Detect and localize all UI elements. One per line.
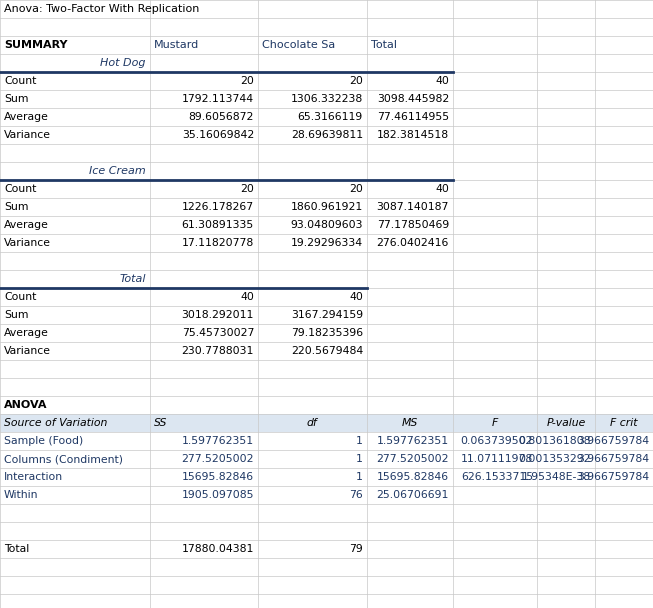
Text: 28.69639811: 28.69639811 (291, 130, 363, 140)
Text: 1860.961921: 1860.961921 (291, 202, 363, 212)
Text: Columns (Condiment): Columns (Condiment) (4, 454, 123, 464)
Text: 3087.140187: 3087.140187 (377, 202, 449, 212)
Text: 77.46114955: 77.46114955 (377, 112, 449, 122)
Text: 0.001353292: 0.001353292 (518, 454, 591, 464)
Text: Variance: Variance (4, 346, 51, 356)
Text: Hot Dog: Hot Dog (101, 58, 146, 68)
Text: 1905.097085: 1905.097085 (182, 490, 254, 500)
Text: F crit: F crit (611, 418, 638, 428)
Text: 40: 40 (435, 76, 449, 86)
Text: Variance: Variance (4, 238, 51, 248)
Text: 3018.292011: 3018.292011 (182, 310, 254, 320)
Text: 3.966759784: 3.966759784 (577, 472, 649, 482)
Text: 230.7788031: 230.7788031 (182, 346, 254, 356)
Text: 40: 40 (435, 184, 449, 194)
Text: Mustard: Mustard (154, 40, 199, 50)
Text: 3167.294159: 3167.294159 (291, 310, 363, 320)
Text: 19.29296334: 19.29296334 (291, 238, 363, 248)
Text: 77.17850469: 77.17850469 (377, 220, 449, 230)
Text: 20: 20 (349, 76, 363, 86)
Text: 1.597762351: 1.597762351 (182, 436, 254, 446)
Text: 65.3166119: 65.3166119 (298, 112, 363, 122)
Text: 277.5205002: 277.5205002 (377, 454, 449, 464)
Text: 93.04809603: 93.04809603 (291, 220, 363, 230)
Text: 17880.04381: 17880.04381 (182, 544, 254, 554)
Text: 1: 1 (356, 454, 363, 464)
Text: 75.45730027: 75.45730027 (182, 328, 254, 338)
Text: Sum: Sum (4, 202, 29, 212)
Text: SUMMARY: SUMMARY (4, 40, 67, 50)
Text: Within: Within (4, 490, 39, 500)
Text: 79: 79 (349, 544, 363, 554)
Text: 276.0402416: 276.0402416 (377, 238, 449, 248)
Text: 15695.82846: 15695.82846 (377, 472, 449, 482)
Text: 20: 20 (240, 76, 254, 86)
Text: 1: 1 (356, 472, 363, 482)
Text: 15695.82846: 15695.82846 (182, 472, 254, 482)
Text: P-value: P-value (547, 418, 586, 428)
Text: Total: Total (4, 544, 29, 554)
Text: Count: Count (4, 184, 37, 194)
Text: Anova: Two-Factor With Replication: Anova: Two-Factor With Replication (4, 4, 199, 14)
Text: 40: 40 (240, 292, 254, 302)
Text: Sum: Sum (4, 94, 29, 104)
Text: 1306.332238: 1306.332238 (291, 94, 363, 104)
Text: MS: MS (402, 418, 418, 428)
Text: Interaction: Interaction (4, 472, 63, 482)
Text: 1.597762351: 1.597762351 (377, 436, 449, 446)
Text: 626.1533715: 626.1533715 (461, 472, 533, 482)
Text: 25.06706691: 25.06706691 (377, 490, 449, 500)
Text: 0.801361808: 0.801361808 (518, 436, 591, 446)
Text: 182.3814518: 182.3814518 (377, 130, 449, 140)
Text: 20: 20 (240, 184, 254, 194)
Bar (0, 414, 653, 432)
Text: 1792.113744: 1792.113744 (182, 94, 254, 104)
Text: 61.30891335: 61.30891335 (182, 220, 254, 230)
Text: F: F (492, 418, 498, 428)
Text: 1: 1 (356, 436, 363, 446)
Text: Count: Count (4, 292, 37, 302)
Text: Source of Variation: Source of Variation (4, 418, 107, 428)
Text: 3098.445982: 3098.445982 (377, 94, 449, 104)
Text: 89.6056872: 89.6056872 (189, 112, 254, 122)
Text: Chocolate Sa: Chocolate Sa (262, 40, 335, 50)
Text: 3.966759784: 3.966759784 (577, 436, 649, 446)
Text: 79.18235396: 79.18235396 (291, 328, 363, 338)
Text: 277.5205002: 277.5205002 (182, 454, 254, 464)
Text: Variance: Variance (4, 130, 51, 140)
Text: 35.16069842: 35.16069842 (182, 130, 254, 140)
Text: 76: 76 (349, 490, 363, 500)
Text: Average: Average (4, 328, 49, 338)
Text: Sample (Food): Sample (Food) (4, 436, 83, 446)
Text: ANOVA: ANOVA (4, 400, 48, 410)
Text: Average: Average (4, 112, 49, 122)
Text: 11.07111978: 11.07111978 (461, 454, 533, 464)
Text: 17.11820778: 17.11820778 (182, 238, 254, 248)
Text: df: df (307, 418, 317, 428)
Text: Total: Total (119, 274, 146, 284)
Text: 3.966759784: 3.966759784 (577, 454, 649, 464)
Text: Count: Count (4, 76, 37, 86)
Text: 220.5679484: 220.5679484 (291, 346, 363, 356)
Text: SS: SS (154, 418, 167, 428)
Text: 1226.178267: 1226.178267 (182, 202, 254, 212)
Text: Total: Total (371, 40, 397, 50)
Text: 20: 20 (349, 184, 363, 194)
Text: 1.95348E-38: 1.95348E-38 (522, 472, 591, 482)
Text: 40: 40 (349, 292, 363, 302)
Text: 0.063739502: 0.063739502 (460, 436, 533, 446)
Text: Average: Average (4, 220, 49, 230)
Text: Ice Cream: Ice Cream (89, 166, 146, 176)
Text: Sum: Sum (4, 310, 29, 320)
